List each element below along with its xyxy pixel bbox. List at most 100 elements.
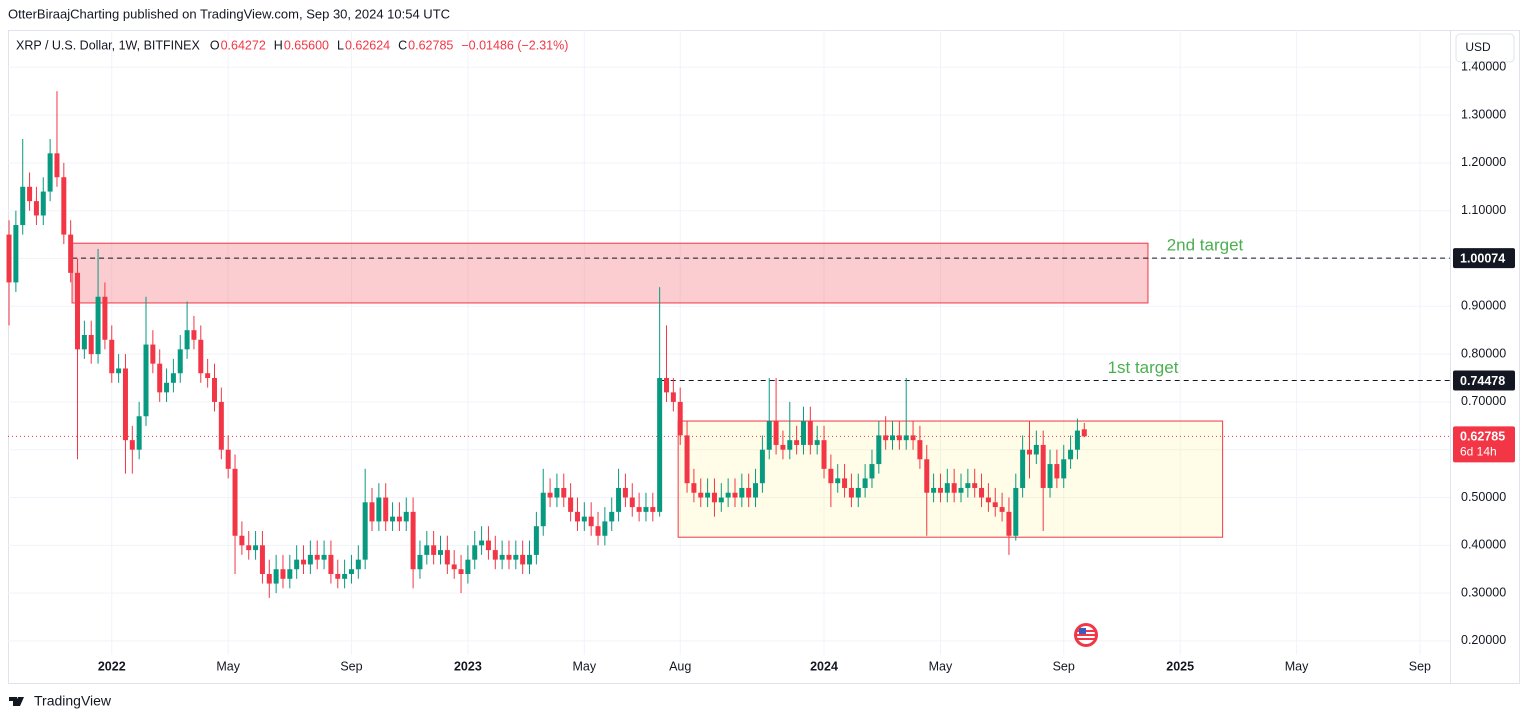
candle-body	[821, 440, 827, 469]
candle-body	[917, 440, 923, 460]
tradingview-logo: TradingView	[9, 693, 112, 709]
candle-body	[910, 435, 916, 441]
candle-body	[27, 186, 33, 202]
candle-body	[896, 435, 902, 441]
ohlc-key: H	[274, 38, 283, 52]
candle-body	[937, 487, 943, 493]
us-flag-icon	[1074, 623, 1098, 647]
currency-button[interactable]	[1455, 33, 1515, 63]
candle-body	[513, 554, 519, 560]
candle-body	[301, 559, 307, 565]
candle-body	[102, 296, 108, 340]
candle-body	[1033, 444, 1039, 455]
candle-body	[150, 344, 156, 364]
current-price-tag	[1453, 426, 1515, 463]
candle-body	[225, 449, 231, 469]
candle-body	[54, 153, 60, 178]
candle-body	[931, 487, 937, 493]
candle-body	[109, 339, 115, 374]
candle-body	[739, 487, 745, 498]
y-tick-label: 1.30000	[1461, 107, 1506, 121]
candle-body	[253, 545, 259, 551]
candle-body	[157, 363, 163, 393]
candle-body	[698, 492, 704, 498]
candle-body	[568, 497, 574, 512]
candle-body	[972, 483, 978, 488]
plot-area: 2nd target 1st target	[6, 30, 1450, 655]
ohlc-value: 0.62785	[408, 38, 453, 52]
chart-frame	[8, 30, 1520, 684]
candle-body	[527, 554, 533, 565]
candle-body	[328, 554, 334, 575]
currency-label[interactable]: USD	[1465, 40, 1491, 54]
flag-stripe	[1077, 638, 1095, 640]
candle-body	[342, 574, 348, 579]
candle-body	[718, 497, 724, 503]
candle-body	[773, 421, 779, 445]
candle-body	[800, 421, 806, 445]
ohlc-value: 0.64272	[221, 38, 266, 52]
ohlc-key: L	[337, 38, 344, 52]
y-tick-label: 0.50000	[1461, 490, 1506, 504]
candle-body	[705, 492, 711, 498]
candle-body	[622, 487, 628, 498]
candle-body	[595, 526, 601, 536]
candle-body	[746, 487, 752, 498]
candle-body	[506, 554, 512, 560]
candle-body	[13, 225, 19, 283]
candle-body	[1026, 449, 1032, 455]
candle-body	[75, 272, 81, 350]
candle-body	[143, 344, 149, 417]
candle-body	[944, 483, 950, 493]
candle-body	[999, 507, 1005, 512]
x-tick-label: Sep	[340, 659, 362, 673]
candle-body	[855, 487, 861, 498]
candle-body	[410, 511, 416, 570]
candle-body	[362, 502, 368, 560]
candle-body	[533, 526, 539, 555]
countdown-label: 6d 14h	[1460, 445, 1497, 459]
x-tick-label: May	[216, 659, 240, 673]
candle-body	[191, 330, 197, 340]
price-tag-label: 0.74478	[1460, 374, 1505, 388]
candle-body	[547, 492, 553, 498]
candle-body	[6, 234, 12, 283]
candle-body	[876, 435, 882, 465]
y-tick-label: 0.90000	[1461, 299, 1506, 313]
candle-body	[198, 339, 204, 374]
candle-body	[61, 177, 67, 235]
y-tick-label: 0.80000	[1461, 346, 1506, 360]
candle-body	[657, 378, 663, 512]
candle-body	[732, 492, 738, 498]
candle-body	[479, 540, 485, 546]
x-tick-label: 2022	[98, 659, 126, 673]
candle-body	[431, 545, 437, 555]
candle-body	[1040, 444, 1046, 488]
x-tick-label: 2023	[454, 659, 482, 673]
candle-body	[499, 554, 505, 560]
candle-body	[314, 554, 320, 560]
candle-body	[629, 497, 635, 508]
candle-body	[643, 507, 649, 512]
x-tick-label: 2025	[1166, 659, 1194, 673]
candle-body	[862, 478, 868, 488]
candle-body	[321, 554, 327, 560]
candle-body	[451, 564, 457, 570]
candle-body	[376, 497, 382, 522]
x-tick-label: May	[573, 659, 597, 673]
candle-body	[520, 554, 526, 565]
candle-body	[814, 440, 820, 445]
candle-body	[1074, 430, 1080, 450]
candle-body	[848, 487, 854, 498]
candle-body	[711, 492, 717, 503]
candle-body	[417, 554, 423, 570]
candle-body	[684, 435, 690, 484]
candle-body	[958, 487, 964, 493]
candle-body	[136, 416, 142, 450]
candle-body	[965, 483, 971, 488]
x-tick-label: Sep	[1409, 659, 1431, 673]
candle-body	[68, 234, 74, 273]
zone	[677, 420, 1224, 538]
current-price-label: 0.62785	[1460, 430, 1505, 444]
